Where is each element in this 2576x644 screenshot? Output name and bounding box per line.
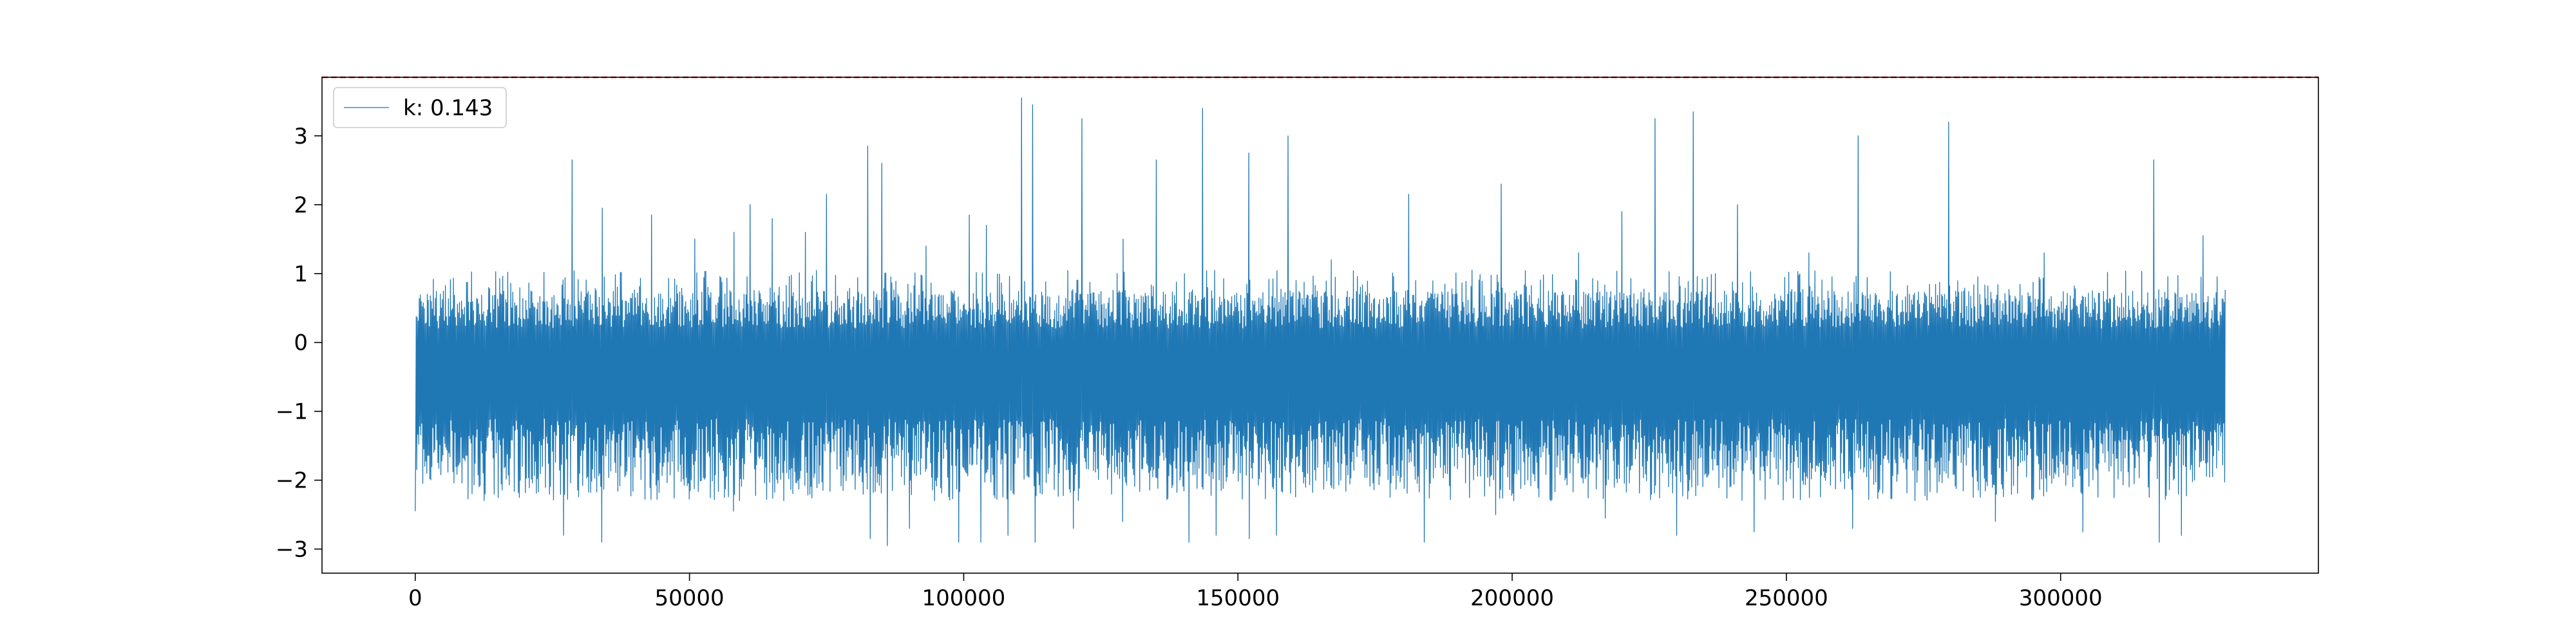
y-tick-label: 0 bbox=[294, 330, 308, 356]
legend: k: 0.143 bbox=[333, 87, 507, 128]
x-tick-label: 250000 bbox=[1745, 585, 1828, 611]
x-tick-label: 150000 bbox=[1196, 585, 1280, 611]
y-tick-label: −3 bbox=[276, 537, 308, 563]
x-axis: 0 50000 100000 150000 200000 250000 300000 bbox=[408, 573, 2103, 611]
legend-label: k: 0.143 bbox=[403, 95, 493, 121]
legend-box bbox=[333, 87, 507, 128]
y-tick-label: 3 bbox=[294, 124, 308, 149]
y-tick-label: −1 bbox=[276, 399, 308, 425]
x-tick-label: 300000 bbox=[2019, 585, 2103, 611]
y-axis: −3 −2 −1 0 1 2 3 bbox=[276, 124, 322, 563]
x-tick-label: 50000 bbox=[655, 585, 724, 611]
y-tick-label: −2 bbox=[276, 468, 308, 494]
series-layer bbox=[415, 97, 2226, 546]
y-tick-label: 2 bbox=[294, 193, 308, 218]
x-tick-label: 100000 bbox=[922, 585, 1006, 611]
series-line bbox=[415, 97, 2226, 546]
x-tick-label: 200000 bbox=[1470, 585, 1554, 611]
plot-frame bbox=[321, 77, 2319, 574]
y-tick-label: 1 bbox=[294, 261, 308, 287]
x-tick-label: 0 bbox=[408, 585, 422, 611]
